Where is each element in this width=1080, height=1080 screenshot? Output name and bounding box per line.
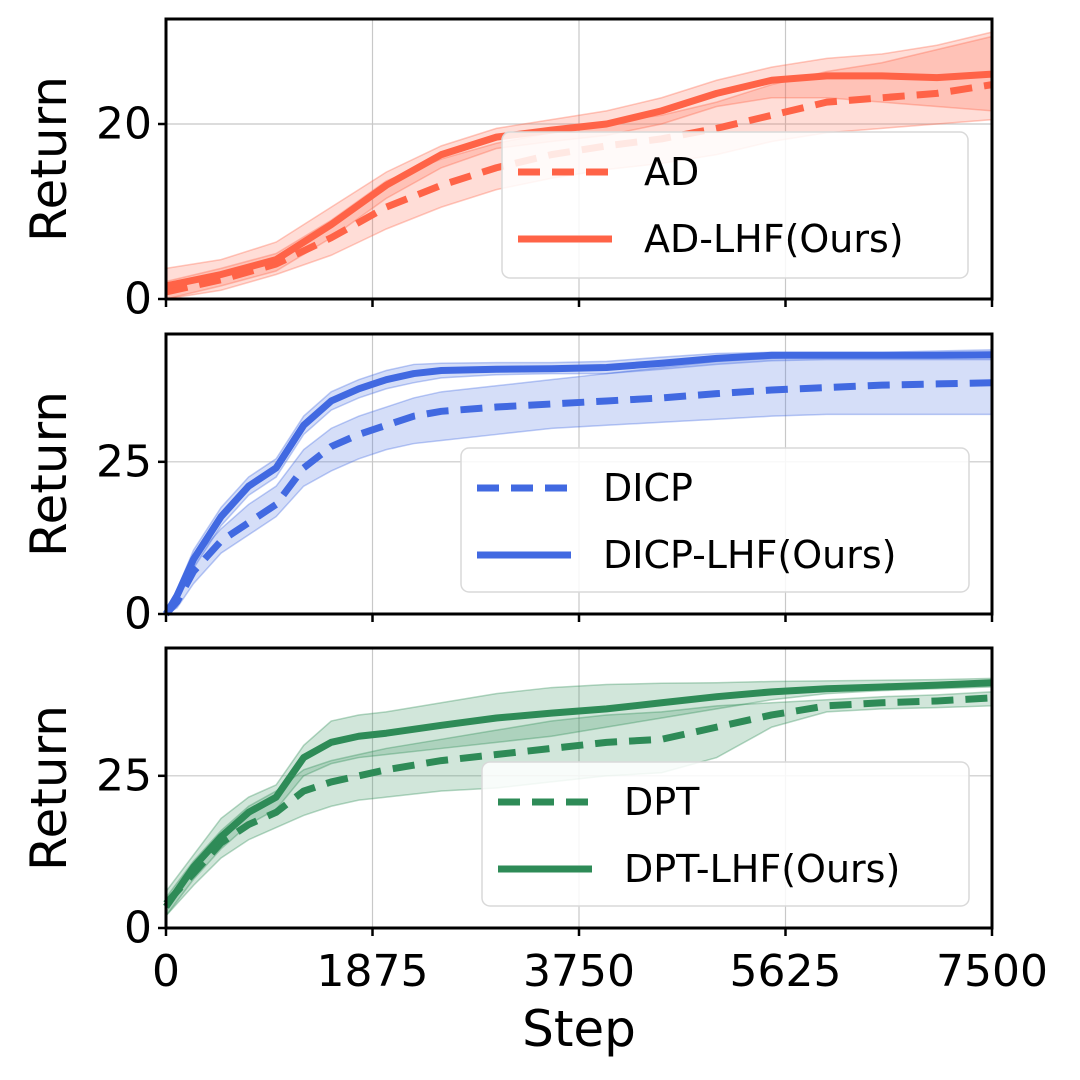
legend-label-dpt: DPT [624,780,700,824]
legend-label-dpt-lhf-ours: DPT-LHF(Ours) [624,847,900,891]
y-tick-labels: 0 25 [96,436,152,639]
legend-label-dicp: DICP [603,466,693,510]
y-tick-labels: 0 20 [96,99,152,325]
legend: DPT DPT-LHF(Ours) [481,761,970,907]
y-axis-label: Return [20,391,78,557]
series-lines [165,70,993,296]
legend-box [501,131,969,279]
y-tick-label: 0 [124,274,152,325]
y-tick-label: 20 [96,99,152,150]
x-tick-label: 0 [152,946,180,997]
dpt-lhf-ours-line [163,679,993,909]
tick-marks [158,774,994,936]
dpt-line [163,694,993,907]
panel-top-ad: 0 20 Return AD AD-LHF(Ours) [20,17,994,325]
x-tick-label: 7500 [936,946,1048,997]
x-tick-label: 5625 [730,946,842,997]
ad-lhf-ours-line [165,70,993,290]
panel-bottom-dpt: 025 0 1875 3750 5625 7500 Return Step DPTDPT… [20,646,1048,1058]
legend-label-ad-lhf-ours: AD-LHF(Ours) [644,217,904,261]
tick-marks [158,460,994,622]
dicp-line [163,379,993,617]
y-axis-label: Return [20,76,78,242]
x-axis-label: Step [522,1000,636,1058]
legend-box [460,447,970,593]
legend: AD AD-LHF(Ours) [501,131,969,279]
y-tick-label: 0 [124,589,152,640]
series-lines [163,679,993,909]
dicp-lhf-ours-line [163,351,993,616]
legend: DICP DICP-LHF(Ours) [460,447,970,593]
panel-middle-dicp: 0 25 Return DICP DICP-LHF(Ours) [20,332,994,640]
y-tick-label: 25 [96,436,152,487]
x-tick-labels: 0 1875 3750 5625 7500 [152,946,1048,997]
y-axis-label: Return [20,705,78,871]
tick-marks [158,122,994,307]
legend-box [481,761,970,907]
legend-label-dicp-lhf-ours: DICP-LHF(Ours) [603,533,896,577]
x-tick-label: 3750 [523,946,635,997]
y-tick-label: 0 [124,903,152,954]
legend-label-ad: AD [644,150,699,194]
series-lines [163,351,993,617]
x-tick-label: 1875 [317,946,429,997]
y-tick-label: 25 [96,750,152,801]
ad-line [165,81,993,296]
y-tick-labels: 0 25 [96,750,152,953]
